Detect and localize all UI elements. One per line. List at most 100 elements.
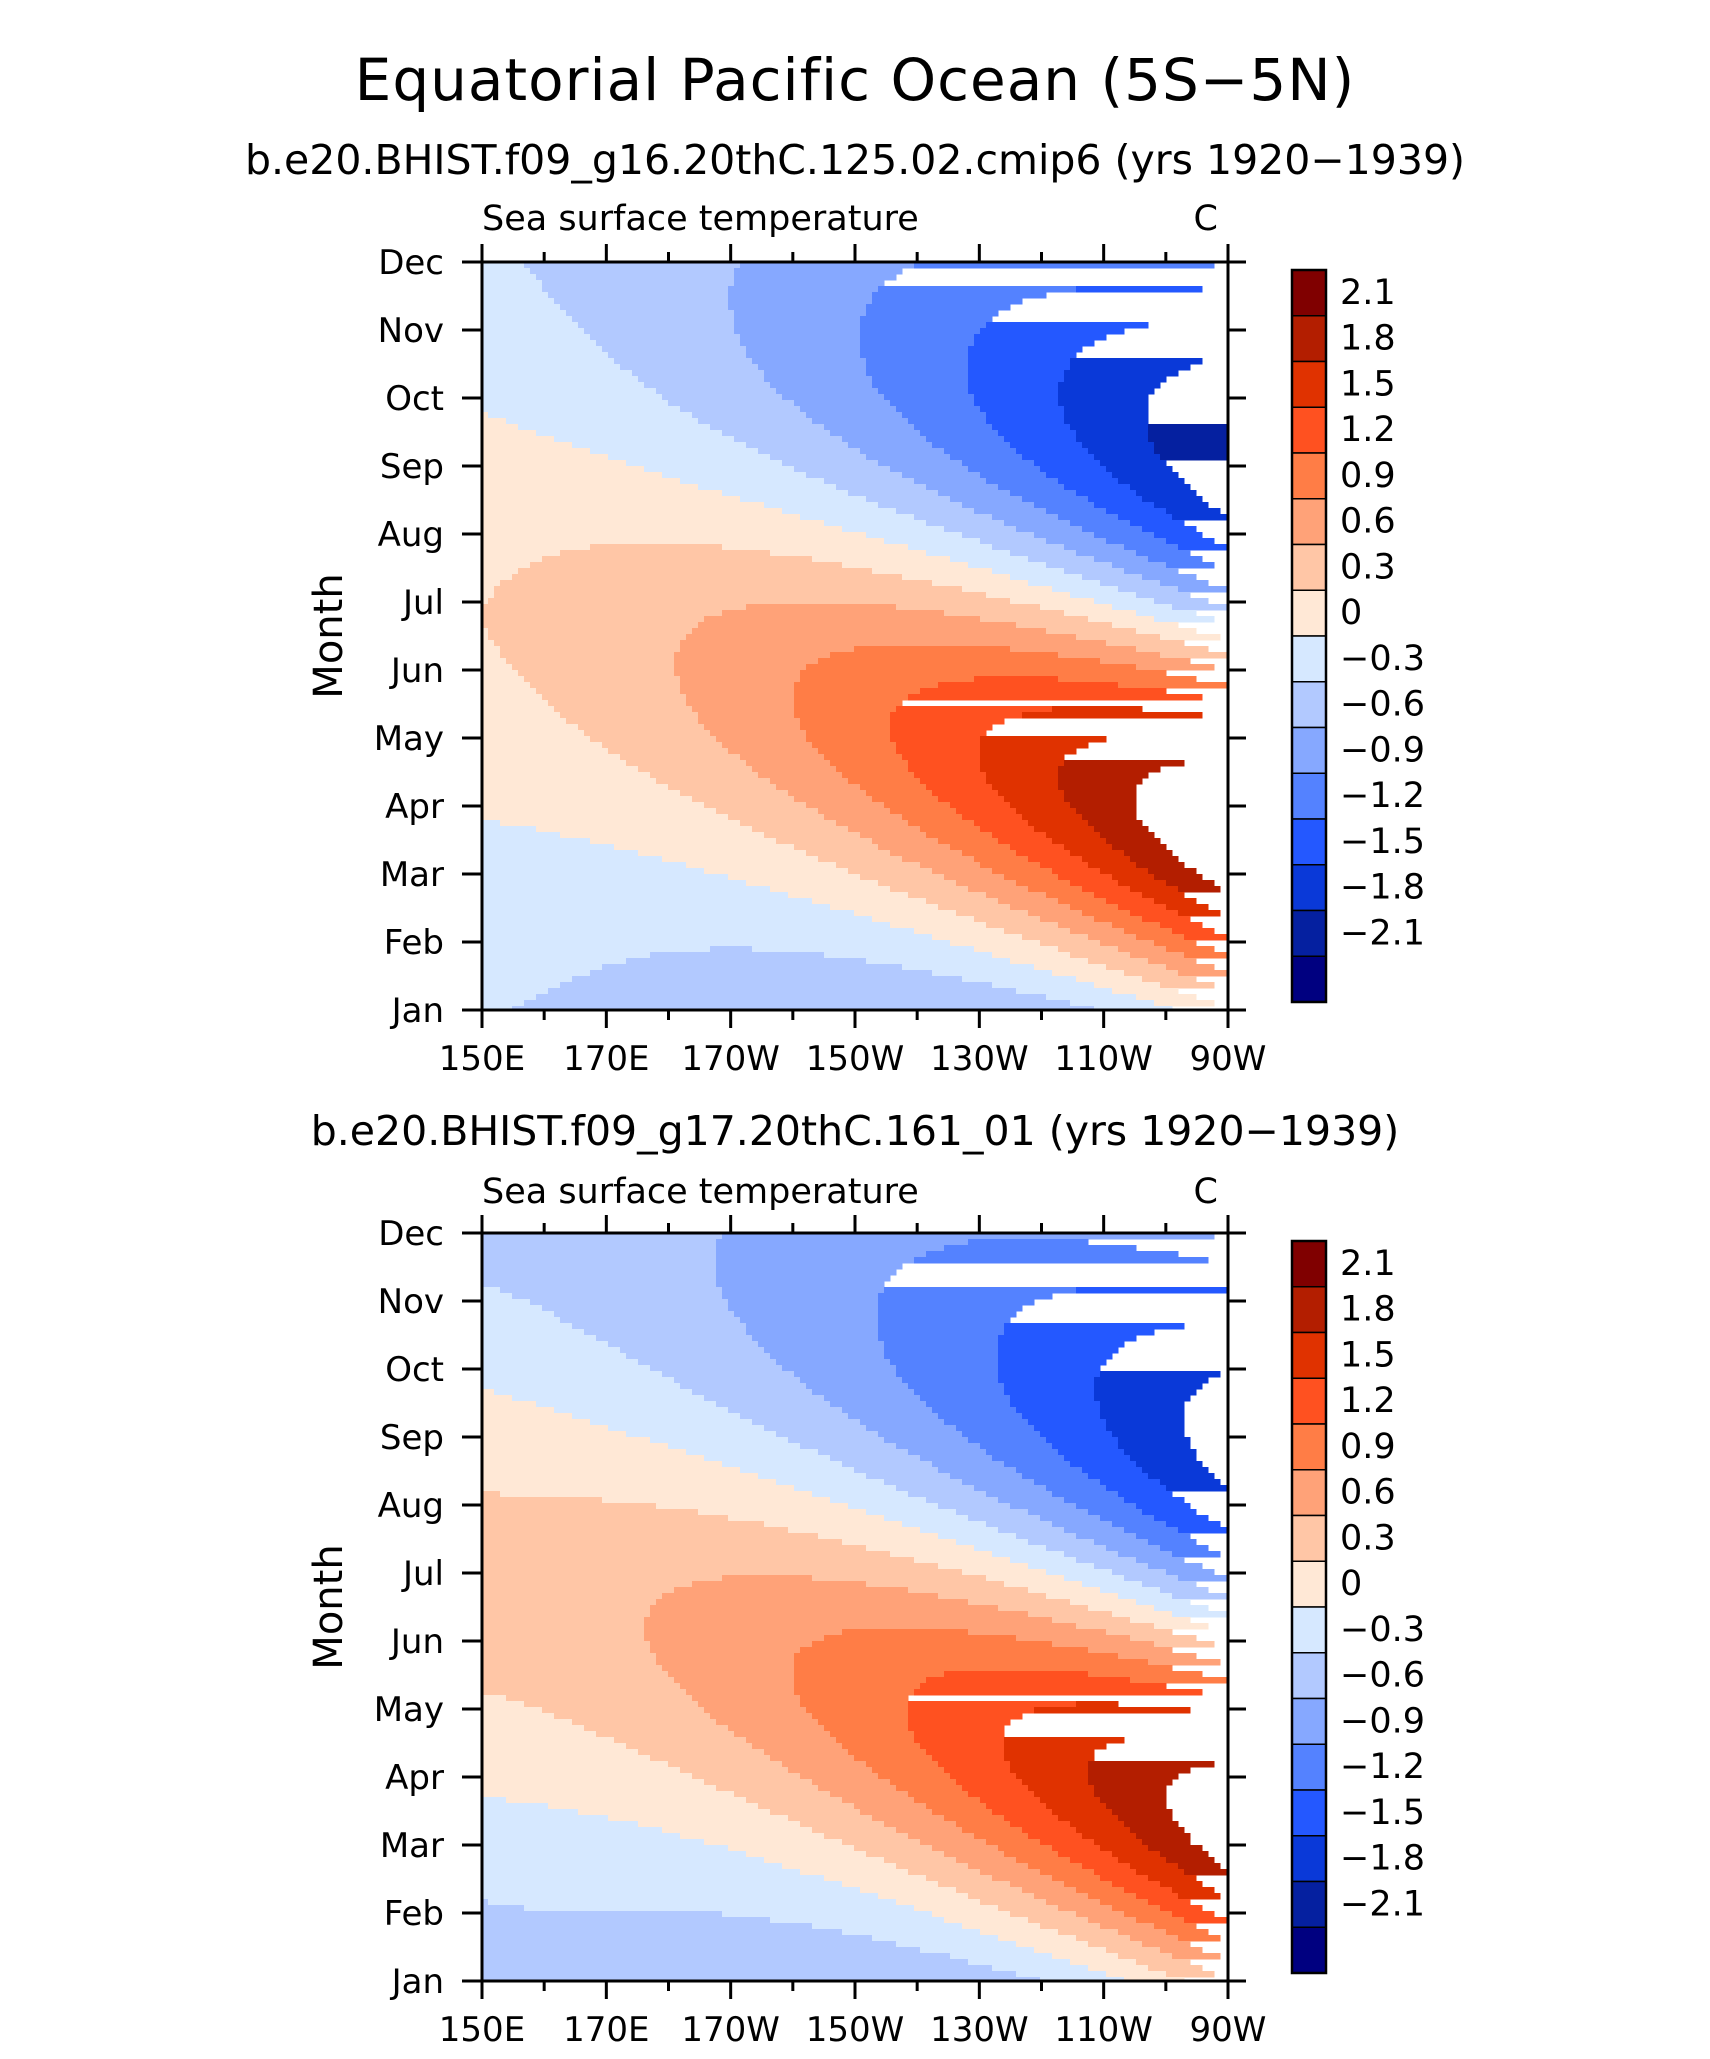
x-tick-label: 130W (930, 1039, 1029, 1079)
x-tick-label: 150E (439, 1039, 525, 1079)
colorbar-box (1291, 360, 1327, 408)
colorbar-box (1291, 818, 1327, 866)
y-axis-label: Month (306, 573, 352, 698)
y-tick-label: Jun (389, 651, 444, 691)
y-tick-label: Sep (380, 1418, 444, 1458)
colorbar-box (1291, 681, 1327, 729)
x-tick-label: 130W (930, 2010, 1029, 2050)
colorbar-label: −1.2 (1340, 776, 1425, 816)
colorbar-box (1291, 589, 1327, 637)
colorbar-box (1291, 726, 1327, 774)
panel-subtitle-left: Sea surface temperature (482, 1172, 919, 1212)
x-tick-label: 170W (681, 1039, 780, 1079)
colorbar-label: 1.2 (1340, 1381, 1396, 1421)
colorbar-box (1291, 498, 1327, 546)
x-tick-label: 150W (806, 1039, 905, 1079)
colorbar-box (1291, 1606, 1327, 1654)
y-tick-label: Jul (401, 583, 444, 623)
y-tick-label: Nov (378, 1282, 444, 1322)
colorbar-label: 0 (1340, 593, 1362, 633)
colorbar-label: 2.1 (1340, 1244, 1396, 1284)
colorbar-box (1291, 315, 1327, 363)
x-tick-label: 90W (1190, 2010, 1267, 2050)
colorbar-label: 0.9 (1340, 456, 1396, 496)
colorbar-box (1291, 909, 1327, 957)
panel-subtitle-left: Sea surface temperature (482, 199, 919, 239)
colorbar-box (1291, 635, 1327, 683)
y-tick-label: Oct (385, 1350, 444, 1390)
colorbar-label: 1.5 (1340, 364, 1396, 404)
y-tick-label: Sep (380, 447, 444, 487)
colorbar-label: 1.8 (1340, 1290, 1396, 1330)
colorbar-label: −2.1 (1340, 913, 1425, 953)
colorbar-box (1291, 1377, 1327, 1425)
colorbar-label: −0.9 (1340, 730, 1425, 770)
colorbar-box (1291, 1331, 1327, 1379)
y-tick-label: May (374, 719, 444, 759)
colorbar-label: 1.5 (1340, 1335, 1396, 1375)
colorbar-label: 0.3 (1340, 1518, 1396, 1558)
y-tick-label: Dec (378, 1214, 444, 1254)
x-tick-label: 170E (563, 2010, 649, 2050)
colorbar-label: 0 (1340, 1564, 1362, 1604)
colorbar-label: 0.3 (1340, 547, 1396, 587)
y-tick-label: Jun (389, 1622, 444, 1662)
colorbar-label: −1.2 (1340, 1747, 1425, 1787)
colorbar-label: 0.9 (1340, 1427, 1396, 1467)
colorbar-label: −1.5 (1340, 822, 1425, 862)
colorbar-box (1291, 1789, 1327, 1837)
colorbar-box (1291, 1514, 1327, 1562)
colorbar-box (1291, 864, 1327, 912)
colorbar-box (1291, 1286, 1327, 1334)
y-tick-label: Jan (390, 1962, 444, 2002)
y-tick-label: Aug (378, 1486, 444, 1526)
colorbar-label: 1.2 (1340, 410, 1396, 450)
y-tick-label: Jan (390, 991, 444, 1031)
y-tick-label: Mar (380, 855, 444, 895)
y-tick-label: Dec (378, 243, 444, 283)
colorbar-box (1291, 1697, 1327, 1745)
y-tick-label: Apr (385, 1758, 444, 1798)
x-tick-label: 150W (806, 2010, 905, 2050)
colorbar-label: 1.8 (1340, 319, 1396, 359)
y-tick-label: Oct (385, 379, 444, 419)
x-tick-label: 90W (1190, 1039, 1267, 1079)
colorbar-box (1291, 406, 1327, 454)
units-label: C (1194, 199, 1218, 239)
colorbar-label: 2.1 (1340, 273, 1396, 313)
x-tick-label: 150E (439, 2010, 525, 2050)
colorbar: 2.1 1.8 1.5 1.2 0.9 0.6 0.3 0 −0.3 −0.6 −0.9 −1.2 −1… (1290, 1239, 1425, 1975)
y-tick-label: Feb (384, 1894, 444, 1934)
colorbar-box (1291, 1469, 1327, 1517)
colorbar-box (1291, 1835, 1327, 1883)
y-tick-label: Aug (378, 515, 444, 555)
y-tick-label: Feb (384, 923, 444, 963)
colorbar-box (1291, 1423, 1327, 1471)
y-tick-label: Nov (378, 311, 444, 351)
y-tick-label: Mar (380, 1826, 444, 1866)
x-tick-label: 170W (681, 2010, 780, 2050)
colorbar-box (1291, 543, 1327, 591)
units-label: C (1194, 1172, 1218, 1212)
contour-fill (482, 1233, 1227, 1982)
colorbar-box (1291, 1652, 1327, 1700)
colorbar-label: 0.6 (1340, 502, 1396, 542)
colorbar-label: −2.1 (1340, 1884, 1425, 1924)
contour-fill (482, 262, 1227, 1011)
colorbar-frame (1290, 268, 1328, 1004)
y-tick-label: Apr (385, 787, 444, 827)
panel-title: b.e20.BHIST.f09_g16.20thC.125.02.cmip6 (… (245, 136, 1465, 184)
colorbar-label: −1.8 (1340, 868, 1425, 908)
colorbar-box (1291, 1926, 1327, 1974)
colorbar-box (1291, 955, 1327, 1003)
panels: b.e20.BHIST.f09_g16.20thC.125.02.cmip6 (… (245, 136, 1465, 2050)
panel-2: b.e20.BHIST.f09_g17.20thC.161_01 (yrs 19… (306, 1107, 1425, 2050)
colorbar-frame (1290, 1239, 1328, 1975)
x-tick-label: 110W (1054, 2010, 1153, 2050)
x-tick-label: 110W (1054, 1039, 1153, 1079)
y-tick-label: May (374, 1690, 444, 1730)
colorbar-label: −0.3 (1340, 639, 1425, 679)
colorbar-box (1291, 1743, 1327, 1791)
colorbar-box (1291, 1560, 1327, 1608)
